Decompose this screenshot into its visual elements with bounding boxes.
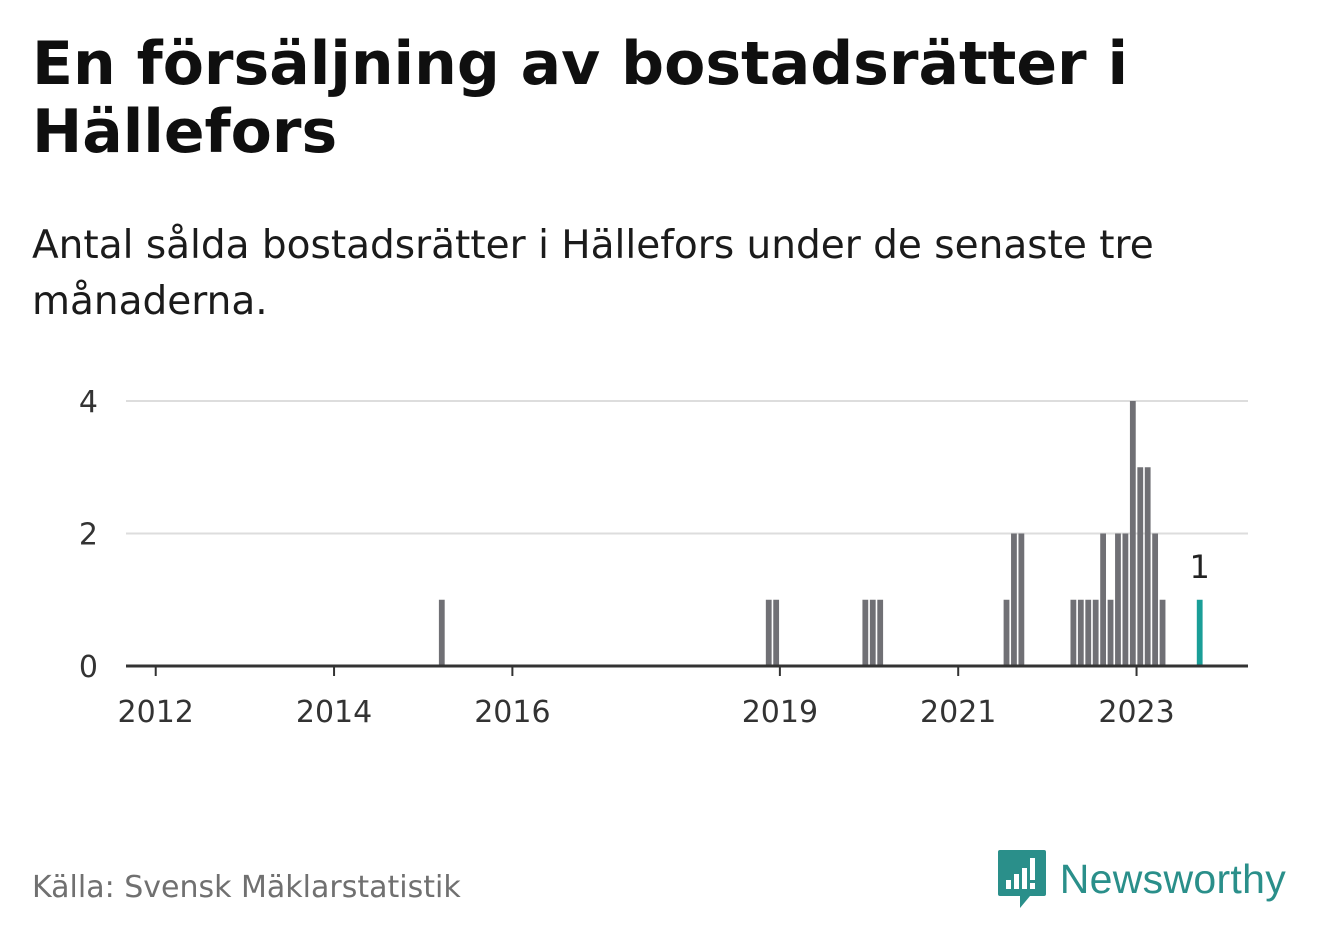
newsworthy-logo[interactable]: Newsworthy bbox=[996, 848, 1286, 910]
bar bbox=[773, 599, 780, 666]
bar bbox=[765, 599, 772, 666]
bar bbox=[1137, 467, 1144, 666]
highlight-value-label: 1 bbox=[1190, 548, 1210, 586]
bar bbox=[877, 599, 884, 666]
axis-labels: 0 2 4 1 2012 2014 2016 2019 2021 2023 bbox=[79, 385, 1210, 730]
bar bbox=[1100, 533, 1107, 666]
newsworthy-logo-icon bbox=[997, 850, 1046, 908]
y-tick-label: 4 bbox=[79, 385, 98, 420]
bar bbox=[1144, 467, 1151, 666]
bar bbox=[862, 599, 869, 666]
source-note: Källa: Svensk Mäklarstatistik bbox=[32, 870, 461, 905]
y-tick-label: 2 bbox=[79, 518, 98, 553]
bar bbox=[438, 599, 445, 666]
bar bbox=[1122, 533, 1129, 666]
bar bbox=[869, 599, 876, 666]
bar-chart: 0 2 4 1 2012 2014 2016 2019 2021 2023 bbox=[79, 385, 1248, 730]
bars bbox=[438, 401, 1203, 666]
chart-subtitle: Antal sålda bostadsrätter i Hällefors un… bbox=[32, 223, 1154, 324]
x-tick-label: 2012 bbox=[118, 695, 194, 730]
bar bbox=[1070, 599, 1077, 666]
bar bbox=[1085, 599, 1092, 666]
bar bbox=[1107, 599, 1114, 666]
bar bbox=[1159, 599, 1166, 666]
grid-lines bbox=[126, 400, 1248, 535]
chart-title: En försäljning av bostadsrätter i Hällef… bbox=[32, 29, 1129, 167]
bar bbox=[1003, 599, 1010, 666]
x-tick-label: 2023 bbox=[1098, 695, 1174, 730]
x-tick-label: 2016 bbox=[474, 695, 550, 730]
bar bbox=[1092, 599, 1099, 666]
bar bbox=[1129, 401, 1136, 666]
y-tick-label: 0 bbox=[79, 650, 98, 685]
bar bbox=[1018, 533, 1025, 666]
bar bbox=[1077, 599, 1084, 666]
x-tick-label: 2019 bbox=[742, 695, 818, 730]
bar bbox=[1152, 533, 1159, 666]
brand-name: Newsworthy bbox=[1059, 855, 1286, 902]
highlight-bar bbox=[1196, 599, 1203, 666]
x-axis bbox=[126, 664, 1248, 676]
x-tick-label: 2021 bbox=[920, 695, 996, 730]
bar bbox=[1011, 533, 1017, 666]
x-tick-label: 2014 bbox=[296, 695, 372, 730]
bar bbox=[1115, 533, 1121, 666]
